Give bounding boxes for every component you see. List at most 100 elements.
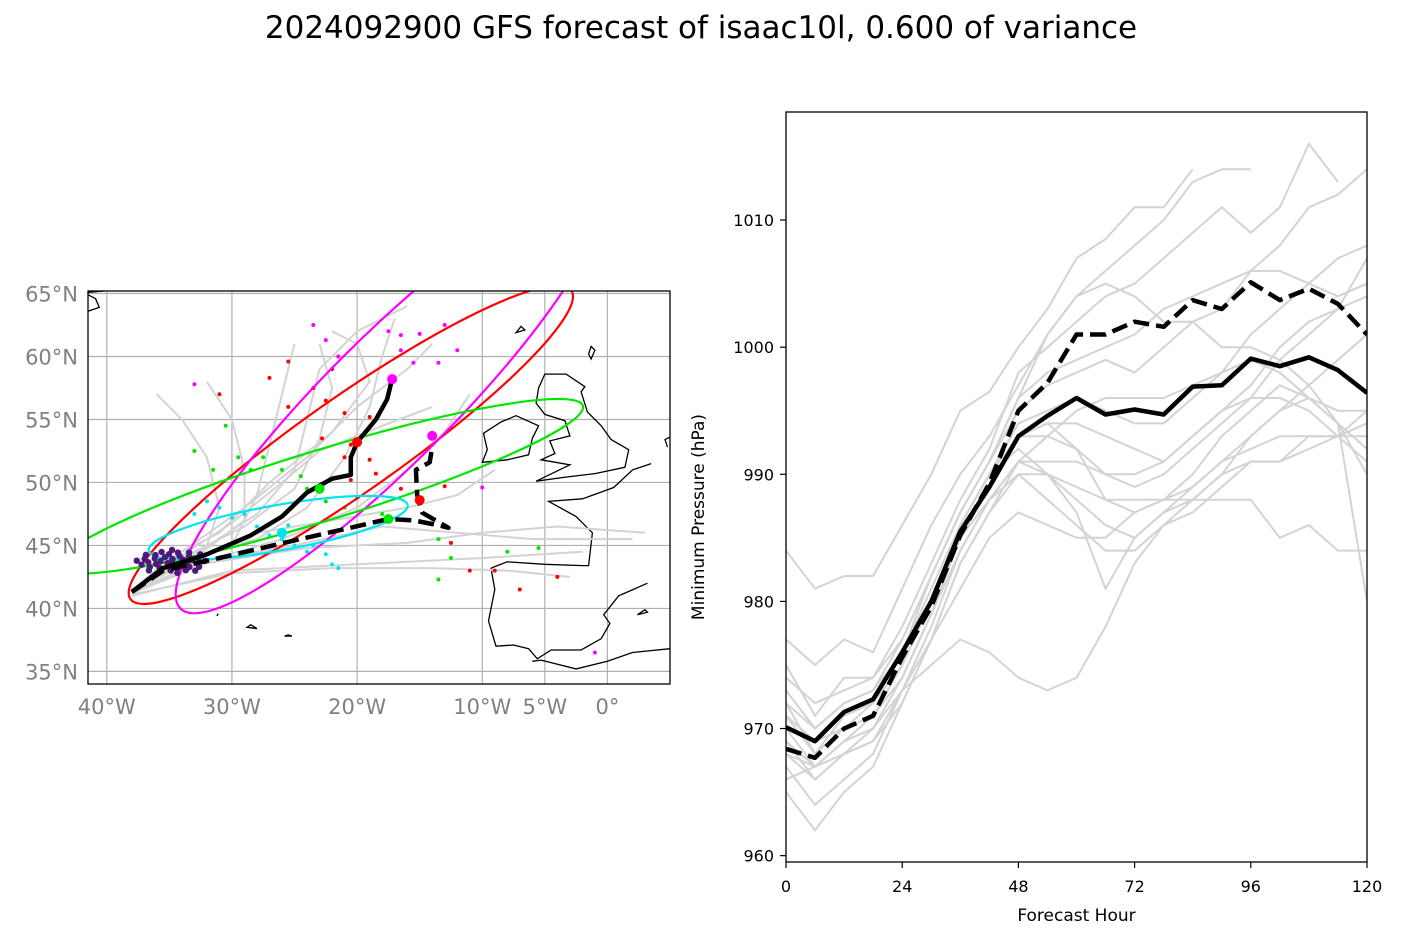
start-position-dot [133, 557, 140, 564]
coast-iceland [88, 294, 101, 312]
pressure-y-tick-label: 1010 [733, 211, 774, 230]
pressure-ensemble-line-17 [786, 422, 1367, 743]
start-position-dot [145, 567, 153, 574]
map-frame [87, 290, 671, 685]
cyan-endpoint [280, 537, 284, 542]
pressure-x-axis-label: Forecast Hour [1017, 906, 1135, 926]
green-endpoint [436, 577, 441, 582]
cyan-endpoint [217, 505, 222, 510]
map-lat-tick-label: 40°N [25, 597, 78, 621]
map-lat-tick-label: 65°N [25, 283, 78, 307]
red-endpoint [448, 540, 453, 545]
magenta-endpoint [311, 323, 316, 328]
coast-scandinavia [669, 341, 670, 377]
green-endpoint [280, 467, 284, 472]
red-endpoint [342, 411, 347, 416]
red-endpoint [492, 568, 497, 573]
magenta-endpoint [192, 382, 197, 387]
coast-azores-3 [216, 613, 219, 617]
pressure-x-tick-label: 24 [892, 877, 912, 896]
magenta-mean-marker [427, 430, 438, 441]
coast-azores-1 [245, 624, 258, 630]
map-lat-tick-label: 35°N [25, 660, 78, 684]
coast-shetland [587, 345, 596, 361]
mean-track-dashed [130, 446, 451, 594]
pressure-ensemble-line-14 [786, 295, 1367, 768]
ensemble-track-4 [131, 550, 583, 597]
start-position-dot [192, 567, 199, 574]
mean-track-solid [130, 378, 395, 594]
magenta-endpoint [592, 650, 597, 655]
start-position-dot [168, 546, 176, 554]
green-endpoint [261, 455, 266, 460]
magenta-uncertainty-ellipse [174, 291, 603, 615]
pressure-y-tick-label: 960 [743, 847, 774, 866]
cyan-endpoint [254, 524, 259, 529]
red-endpoint [342, 455, 347, 460]
ensemble-track-14 [131, 305, 408, 593]
cyan-endpoint [229, 515, 234, 520]
red-mean-marker [352, 437, 363, 448]
pressure-ensemble-line-6 [786, 333, 1367, 807]
pressure-x-tick-label: 72 [1124, 877, 1144, 896]
green-endpoint [536, 545, 541, 550]
red-endpoint [348, 442, 353, 447]
cyan-endpoint [204, 499, 209, 504]
red-endpoint [348, 477, 353, 482]
red-endpoint [286, 404, 291, 409]
coast-north-africa [532, 648, 670, 670]
pressure-ensemble-line-7 [786, 435, 1367, 832]
pressure-ensemble-line-1 [786, 168, 1251, 667]
coast-azores-2 [284, 634, 293, 637]
map-lat-tick-label: 45°N [25, 534, 78, 558]
green-endpoint [380, 511, 385, 516]
red-endpoint [555, 574, 560, 579]
pressure-ensemble-line-0 [786, 168, 1194, 590]
green-endpoint [298, 474, 303, 479]
map-lat-tick-label: 60°N [25, 346, 78, 370]
ensemble-track-9 [131, 567, 571, 596]
pressure-y-tick-label: 970 [743, 720, 774, 739]
coast-ireland [481, 414, 540, 464]
pressure-mean-dashed [786, 280, 1367, 761]
magenta-endpoint [436, 360, 441, 365]
pressure-x-tick-label: 48 [1008, 877, 1028, 896]
magenta-endpoint [480, 485, 485, 490]
map-lon-tick-label: 30°W [203, 695, 261, 719]
coast-denmark [664, 436, 670, 448]
start-position-dot [185, 549, 193, 556]
coast-great-britain [535, 373, 630, 482]
coast-iberia-west [487, 567, 648, 660]
magenta-endpoint [417, 331, 422, 336]
magenta-mean-marker [387, 374, 398, 385]
red-mean-marker [414, 495, 425, 506]
magenta-endpoint [336, 354, 341, 359]
pressure-x-tick-label: 120 [1352, 877, 1383, 896]
cyan-endpoint [286, 523, 291, 528]
start-position-dot [174, 569, 181, 577]
start-position-dot [158, 548, 165, 556]
start-position-dot [169, 555, 176, 563]
green-endpoint [505, 549, 510, 554]
cyan-endpoint [305, 549, 310, 554]
cyan-uncertainty-ellipse [147, 494, 409, 561]
pressure-ensemble-line-3 [786, 168, 1367, 730]
start-position-dot [174, 549, 182, 556]
map-plot-area [88, 291, 670, 684]
pressure-ensemble-line-2 [786, 141, 1339, 718]
start-position-dot [157, 557, 164, 565]
pressure-ensemble-line-15 [786, 282, 1367, 730]
red-uncertainty-ellipse [127, 291, 575, 606]
green-endpoint [211, 467, 216, 472]
map-lon-tick-label: 40°W [78, 695, 136, 719]
pressure-y-tick-label: 980 [743, 592, 774, 611]
red-endpoint [217, 392, 222, 397]
pressure-x-tick-label: 96 [1241, 877, 1261, 896]
magenta-endpoint [442, 323, 447, 328]
green-endpoint [223, 423, 228, 428]
pressure-frame [785, 111, 1368, 863]
cyan-endpoint [323, 552, 328, 557]
pressure-ensemble-line-16 [786, 358, 1367, 768]
magenta-endpoint [386, 329, 391, 334]
